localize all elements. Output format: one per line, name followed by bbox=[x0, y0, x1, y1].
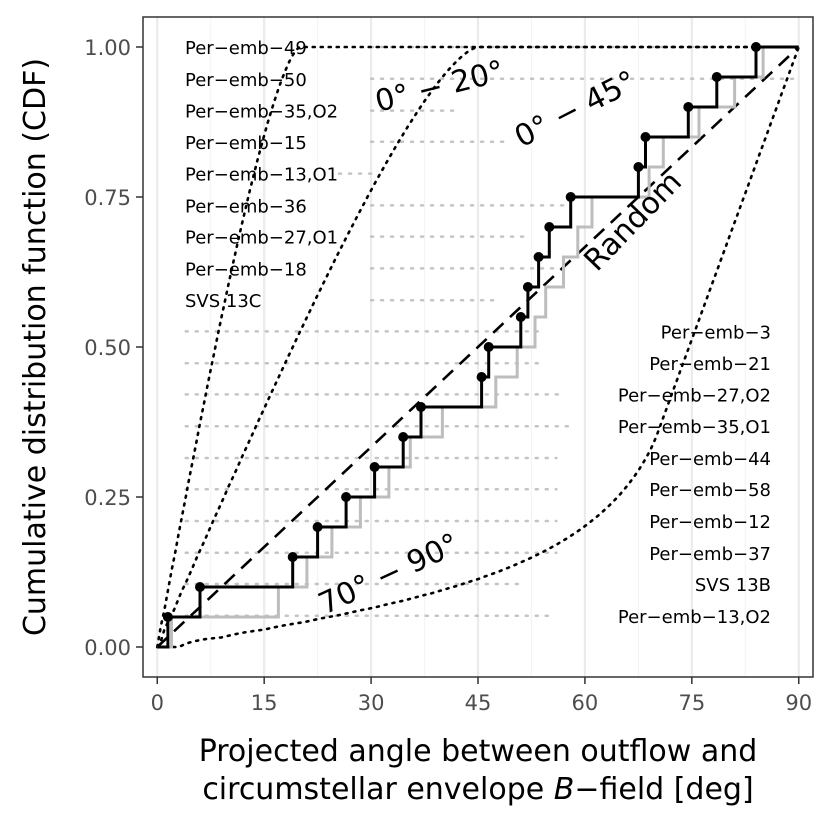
x-axis-title-line1: Projected angle between outflow and bbox=[199, 734, 758, 769]
source-label-right: Per−emb−12 bbox=[649, 512, 771, 533]
source-label-right: Per−emb−58 bbox=[649, 480, 771, 501]
y-tick-label: 0.50 bbox=[84, 336, 131, 360]
y-tick-label: 0.25 bbox=[84, 486, 131, 510]
data-point bbox=[544, 222, 555, 232]
model-curves bbox=[156, 45, 800, 649]
gridlines bbox=[156, 17, 800, 677]
source-label-right: Per−emb−3 bbox=[661, 322, 771, 343]
x-tick-label: 0 bbox=[151, 691, 164, 715]
data-point bbox=[683, 102, 694, 112]
data-point bbox=[369, 462, 380, 472]
source-label-left: Per−emb−18 bbox=[185, 259, 307, 280]
x-tick-label: 75 bbox=[678, 691, 705, 715]
data-point bbox=[565, 192, 576, 202]
data-point bbox=[195, 582, 205, 592]
source-label-left: Per−emb−13,O1 bbox=[185, 165, 338, 186]
source-label-right: Per−emb−35,O1 bbox=[618, 417, 771, 438]
source-dotted-lines bbox=[184, 45, 800, 618]
ecdf-lines bbox=[157, 45, 799, 649]
model-curve-70-90 bbox=[156, 45, 800, 649]
data-point bbox=[522, 282, 533, 292]
data-point bbox=[398, 432, 409, 442]
y-axis-title: Cumulative distribution function (CDF) bbox=[18, 58, 53, 636]
data-points bbox=[162, 42, 761, 622]
source-label-left: Per−emb−15 bbox=[185, 133, 307, 154]
source-label-left: Per−emb−49 bbox=[185, 38, 307, 59]
x-tick-label: 45 bbox=[465, 691, 492, 715]
x-tick-label: 30 bbox=[358, 691, 385, 715]
x-axis-title-italic: B bbox=[554, 772, 575, 807]
source-label-right: Per−emb−27,O2 bbox=[618, 385, 771, 406]
model-curve-0-20 bbox=[156, 45, 800, 649]
source-label-left: Per−emb−35,O2 bbox=[185, 102, 338, 123]
x-tick-label: 90 bbox=[785, 691, 812, 715]
x-axis-title-post: −field [deg] bbox=[574, 772, 753, 807]
data-point bbox=[533, 252, 544, 262]
source-label-right: Per−emb−13,O2 bbox=[618, 607, 771, 628]
axis-ticks: 0 15 30 45 60 75 90 0.00 0.25 0.50 0.75 1.00 bbox=[84, 36, 812, 715]
data-point bbox=[640, 132, 651, 142]
data-point bbox=[483, 342, 494, 352]
source-label-right: SVS 13B bbox=[695, 575, 771, 596]
random-line bbox=[156, 46, 800, 648]
data-point bbox=[633, 162, 644, 172]
x-axis-title-line2: circumstellar envelope B−field [deg] bbox=[202, 772, 753, 807]
source-label-right: Per−emb−21 bbox=[649, 354, 771, 375]
x-tick-label: 60 bbox=[572, 691, 599, 715]
source-label-left: Per−emb−36 bbox=[185, 196, 307, 217]
y-tick-label: 0.75 bbox=[84, 186, 131, 210]
x-tick-label: 15 bbox=[251, 691, 278, 715]
data-point bbox=[751, 42, 761, 52]
data-point bbox=[515, 312, 526, 322]
data-point bbox=[476, 372, 487, 382]
source-label-left: SVS 13C bbox=[185, 291, 261, 312]
data-point bbox=[711, 72, 722, 82]
source-labels: Per−emb−49 Per−emb−50 Per−emb−35,O2 Per−emb… bbox=[185, 38, 771, 628]
data-point bbox=[162, 612, 173, 622]
source-label-left: Per−emb−50 bbox=[185, 70, 307, 91]
x-axis-title-pre: circumstellar envelope bbox=[202, 772, 553, 807]
data-point bbox=[312, 522, 323, 532]
source-label-right: Per−emb−44 bbox=[649, 449, 771, 470]
data-point bbox=[341, 492, 352, 502]
y-tick-label: 0.00 bbox=[84, 636, 131, 660]
ecdf-observed bbox=[157, 45, 799, 649]
source-label-left: Per−emb−27,O1 bbox=[185, 228, 338, 249]
y-tick-label: 1.00 bbox=[84, 36, 131, 60]
data-point bbox=[287, 552, 298, 562]
data-point bbox=[416, 402, 426, 412]
source-label-right: Per−emb−37 bbox=[649, 544, 771, 565]
